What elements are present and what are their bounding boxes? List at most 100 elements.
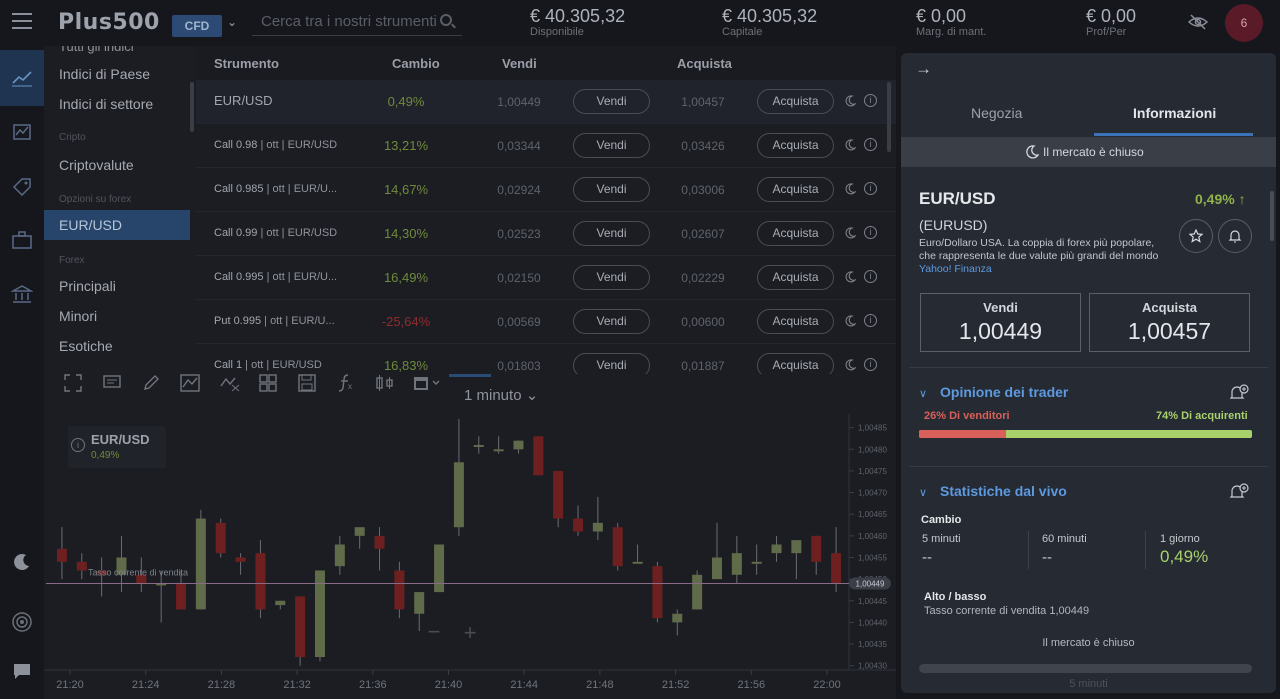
info-icon[interactable]: i <box>864 226 877 239</box>
zoom-in-button[interactable]: + <box>464 620 477 645</box>
mode-badge[interactable]: CFD <box>172 15 222 37</box>
price-chart[interactable]: 1,00485 1,00480 1,00475 1,00470 1,00465 1,004… <box>44 374 896 699</box>
x-tick-label: 21:36 <box>359 679 387 691</box>
chevron-down-icon[interactable]: ∨ <box>919 388 928 400</box>
table-row[interactable]: Call 1 | ott | EUR/USD 16,83% 0,01803 Vendi… <box>196 344 896 374</box>
buy-button[interactable]: Acquista <box>757 221 834 246</box>
info-icon[interactable]: i <box>864 138 877 151</box>
change-value: 14,67% <box>383 182 429 197</box>
rail-funds[interactable] <box>0 266 44 322</box>
info-icon[interactable]: i <box>864 358 877 371</box>
sentiment-title[interactable]: Opinione dei trader <box>940 384 1069 400</box>
info-icon[interactable]: i <box>864 314 877 327</box>
pencil-icon[interactable] <box>142 374 160 392</box>
buy-button[interactable]: Acquista <box>757 309 834 334</box>
period-label[interactable]: 5 minuti <box>1069 678 1108 690</box>
chevron-down-icon[interactable]: ⌄ <box>227 15 238 29</box>
stat-5m-label: 5 minuti <box>922 533 961 545</box>
rail-trades[interactable] <box>0 104 44 160</box>
table-row[interactable]: Call 0.985 | ott | EUR/U... 14,67% 0,02924… <box>196 168 896 212</box>
x-tick-label: 21:20 <box>56 679 84 691</box>
info-icon[interactable]: i <box>864 94 877 107</box>
tab-info[interactable]: Informazioni <box>1133 105 1217 121</box>
bell-plus-icon[interactable] <box>1229 384 1249 402</box>
rail-chart[interactable] <box>0 50 44 106</box>
col-instrument[interactable]: Strumento <box>214 56 279 71</box>
stat-label: Capitale <box>722 26 763 38</box>
panel-scrollbar[interactable] <box>1270 191 1274 241</box>
candle-body <box>354 527 365 536</box>
save-icon[interactable] <box>298 374 316 392</box>
table-scrollbar[interactable] <box>887 82 891 152</box>
candle-compare-icon[interactable] <box>375 374 395 392</box>
sell-button[interactable]: Vendi <box>573 309 650 334</box>
sell-button[interactable]: Vendi <box>573 221 650 246</box>
rail-target[interactable] <box>0 594 44 650</box>
menu-item-eurusd[interactable]: EUR/USD <box>44 210 190 240</box>
search-icon[interactable] <box>440 14 452 26</box>
bell-plus-icon[interactable] <box>1229 483 1249 501</box>
buy-button[interactable]: Acquista <box>757 177 834 202</box>
sell-price: 0,02150 <box>497 271 541 285</box>
source-link[interactable]: Yahoo! Finanza <box>919 263 992 275</box>
comment-icon[interactable] <box>103 374 121 392</box>
sell-button[interactable]: Vendi <box>573 177 650 202</box>
col-change[interactable]: Cambio <box>392 56 440 71</box>
rail-chat[interactable] <box>0 643 44 699</box>
arrow-right-icon[interactable]: → <box>915 59 932 78</box>
high-low-label: Alto / basso <box>924 591 987 603</box>
notifications-badge[interactable]: 6 <box>1225 4 1263 42</box>
menu-item-sector-indices[interactable]: Indici di settore <box>59 96 154 112</box>
fullscreen-icon[interactable] <box>64 374 82 392</box>
indicator-icon[interactable] <box>220 374 240 392</box>
buy-button[interactable]: Acquista <box>757 265 834 290</box>
formula-icon[interactable]: x <box>336 374 356 392</box>
bell-icon <box>1228 230 1242 243</box>
sell-button[interactable]: Vendi <box>573 89 650 114</box>
rail-dark-mode[interactable] <box>0 534 44 590</box>
hide-balance-icon[interactable] <box>1188 14 1208 30</box>
info-icon[interactable]: i <box>864 270 877 283</box>
current-price-tag <box>849 577 891 590</box>
buy-price-box[interactable]: Acquista 1,00457 <box>1089 293 1250 352</box>
change-value: 16,49% <box>383 270 429 285</box>
zoom-out-button[interactable]: − <box>428 619 441 644</box>
resize-handle[interactable] <box>449 374 491 377</box>
menu-item-crypto[interactable]: Criptovalute <box>59 157 134 173</box>
menu-scrollbar[interactable] <box>190 82 194 132</box>
alert-button[interactable] <box>1218 219 1252 253</box>
table-row[interactable]: Call 0.99 | ott | EUR/USD 14,30% 0,02523 Ve… <box>196 212 896 256</box>
menu-item-country-indices[interactable]: Indici di Paese <box>59 66 151 82</box>
menu-icon[interactable] <box>12 13 32 29</box>
table-row[interactable]: Put 0.995 | ott | EUR/U... -25,64% 0,00569… <box>196 300 896 344</box>
rail-orders[interactable] <box>0 158 44 214</box>
search-input[interactable]: Cerca tra i nostri strumenti <box>252 8 462 36</box>
layout-icon[interactable] <box>259 374 277 392</box>
favorite-button[interactable] <box>1179 219 1213 253</box>
menu-item-minors[interactable]: Minori <box>59 308 98 324</box>
rail-portfolio[interactable] <box>0 212 44 268</box>
table-row[interactable]: Call 0.98 | ott | EUR/USD 13,21% 0,03344 Ve… <box>196 124 896 168</box>
timeframe-select[interactable]: 1 minuto ⌄ <box>464 386 538 404</box>
info-icon[interactable]: i <box>71 438 85 452</box>
info-icon[interactable]: i <box>864 182 877 195</box>
buy-button[interactable]: Acquista <box>757 89 834 114</box>
sell-button[interactable]: Vendi <box>573 265 650 290</box>
sell-button[interactable]: Vendi <box>573 133 650 158</box>
menu-item-partial[interactable]: Tutti gli indici <box>59 46 134 54</box>
sell-price-box[interactable]: Vendi 1,00449 <box>920 293 1081 352</box>
line-chart-icon[interactable] <box>180 374 200 392</box>
chevron-down-icon[interactable]: ∨ <box>919 487 928 499</box>
tab-trade[interactable]: Negozia <box>971 105 1023 121</box>
table-row[interactable]: Call 0.995 | ott | EUR/U... 16,49% 0,02150… <box>196 256 896 300</box>
calendar-icon[interactable] <box>413 374 443 392</box>
sell-button[interactable]: Vendi <box>573 353 650 374</box>
candle-body <box>314 570 325 658</box>
menu-item-majors[interactable]: Principali <box>59 278 116 294</box>
buy-button[interactable]: Acquista <box>757 133 834 158</box>
menu-item-exotics[interactable]: Esotiche <box>59 338 113 354</box>
candle-body <box>116 557 127 575</box>
buy-button[interactable]: Acquista <box>757 353 834 374</box>
table-row[interactable]: EUR/USD 0,49% 1,00449 Vendi 1,00457 Acquista i <box>196 80 896 124</box>
live-stats-title[interactable]: Statistiche dal vivo <box>940 483 1067 499</box>
